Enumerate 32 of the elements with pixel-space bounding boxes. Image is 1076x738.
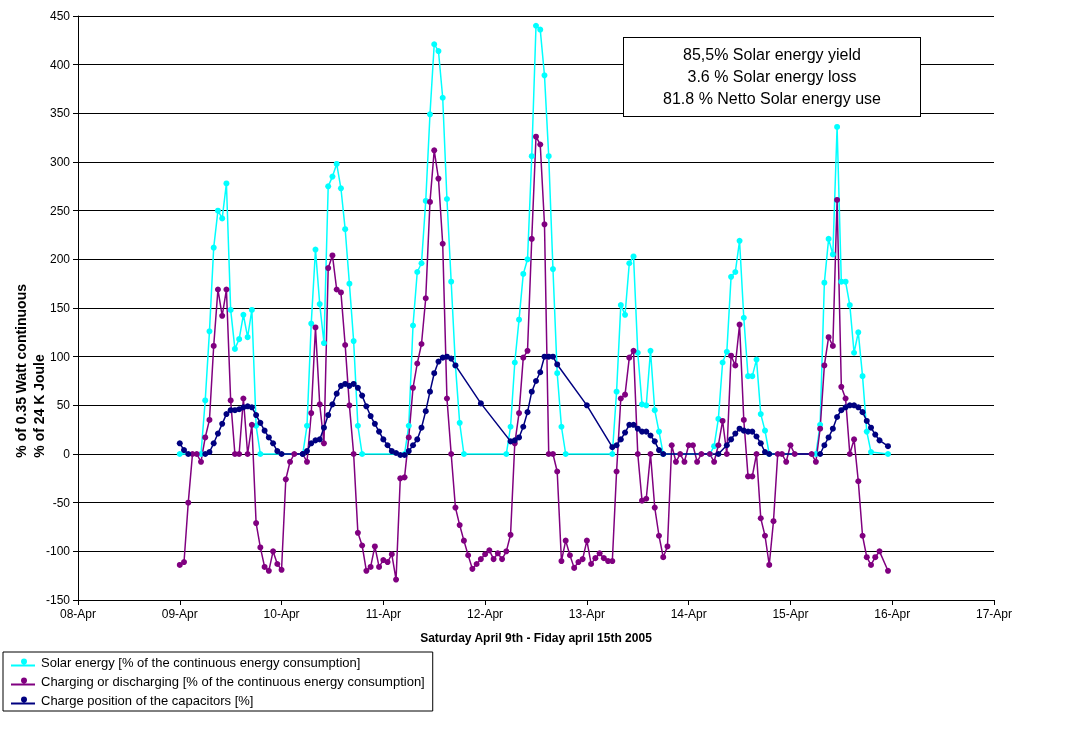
x-tick-label: 15-Apr <box>772 607 809 621</box>
legend-label: Charge position of the capacitors [%] <box>41 693 254 708</box>
y-tick-label: 250 <box>49 203 71 218</box>
legend-label: Solar energy [% of the continuous energy consumption] <box>41 655 361 670</box>
y-tick-label: 200 <box>49 252 71 267</box>
x-tick-label: 17-Apr <box>975 607 1013 621</box>
x-tick-label: 09-Apr <box>161 607 198 621</box>
x-tick-label: 10-Apr <box>263 607 300 621</box>
x-tick-label: 14-Apr <box>670 607 707 621</box>
x-tick-label: 11-Apr <box>365 607 401 621</box>
y-tick-label: 0 <box>63 447 71 461</box>
y-tick-label: -100 <box>45 544 71 559</box>
y-tick-label: -50 <box>52 495 71 510</box>
x-tick-label: 08-Apr <box>59 607 97 621</box>
annotation: 81.8 % Netto Solar energy use <box>662 89 882 109</box>
note-box: 85,5% Solar energy yield 3.6 % Solar energy loss 81.8 % Netto Solar energy use <box>623 37 921 117</box>
y-tick-label: 150 <box>49 301 71 315</box>
legend-label: Charging or discharging [% of the continuous energy consumption] <box>41 674 425 689</box>
y-tick-label: -150 <box>45 593 71 607</box>
annotation: 85,5% Solar energy yield <box>682 45 862 65</box>
annotation: 3.6 % Solar energy loss <box>686 67 858 87</box>
y-tick-label: 100 <box>49 349 71 364</box>
y-tick-label: 400 <box>49 57 71 72</box>
y-axis-title: % of 0.35 Watt continuous % of 24 K Joule <box>13 283 47 458</box>
y-tick-label: 300 <box>49 155 71 169</box>
x-tick-label: 12-Apr <box>467 607 504 621</box>
y-tick-label: 50 <box>56 398 71 413</box>
y-tick-label: 450 <box>49 9 71 23</box>
y-tick-label: 350 <box>49 106 71 121</box>
x-tick-label: 16-Apr <box>874 607 911 621</box>
x-axis-title: Saturday April 9th - Fiday april 15th 2005 <box>420 631 653 645</box>
x-tick-label: 13-Apr <box>568 607 605 621</box>
